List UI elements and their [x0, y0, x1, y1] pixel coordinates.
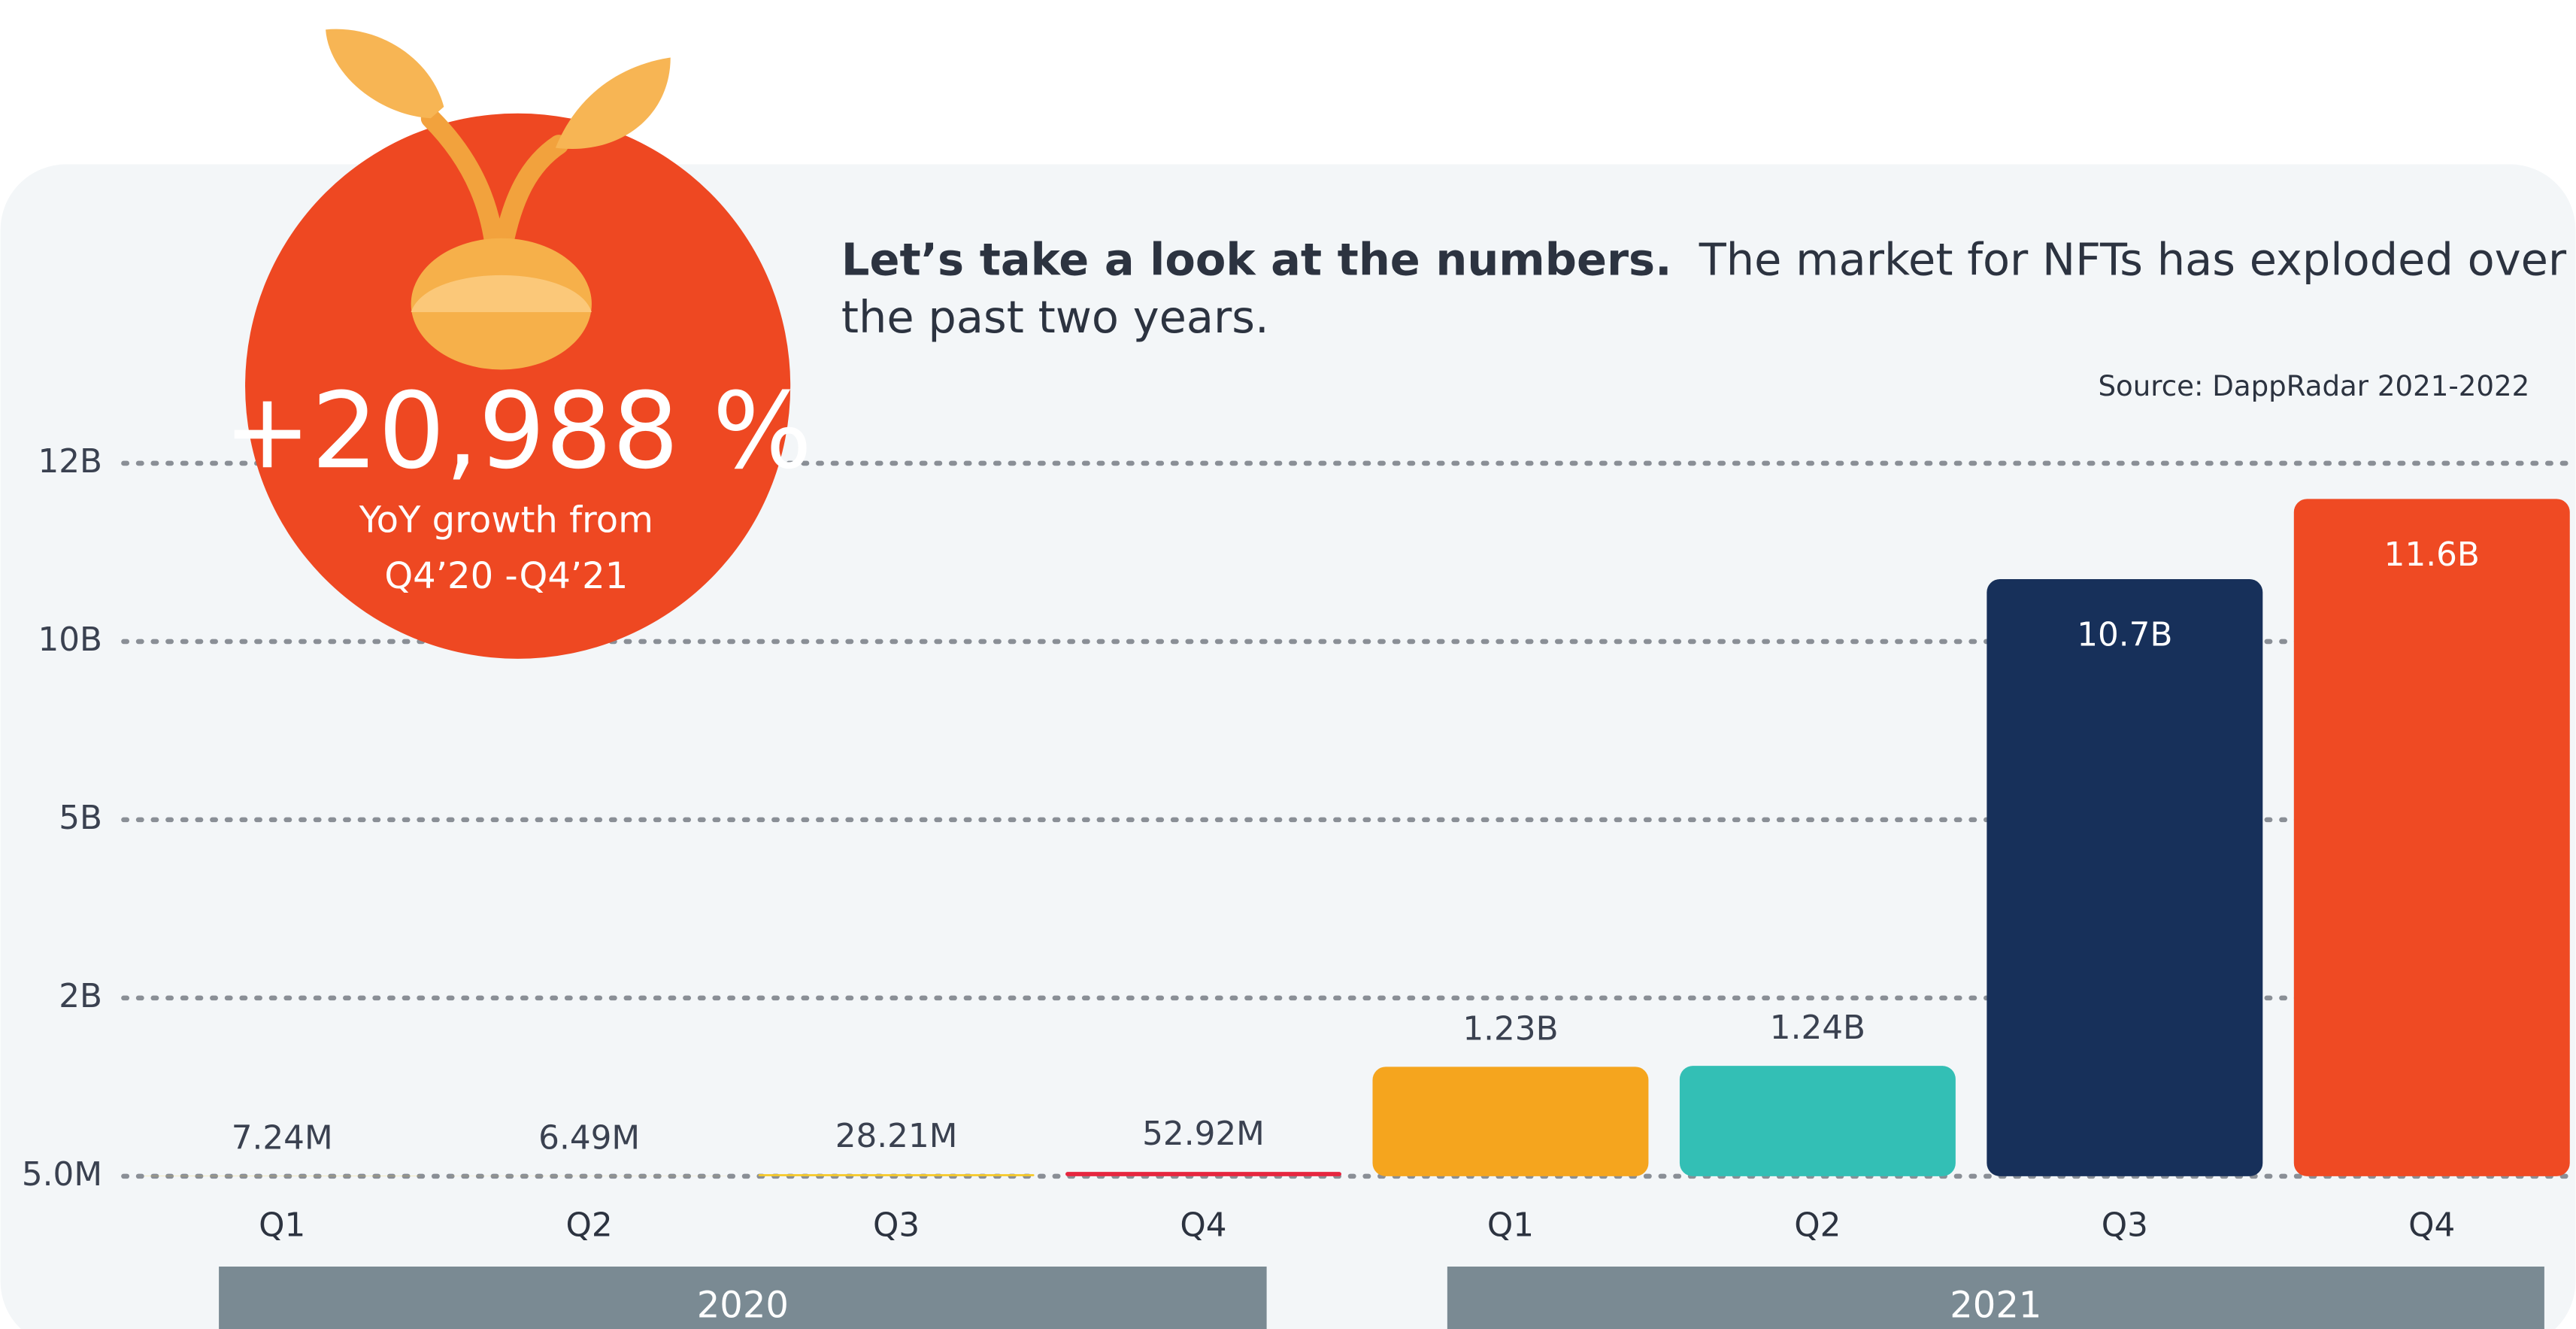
x-tick-label: Q2 — [1794, 1206, 1841, 1245]
value-label: 11.6B — [2384, 536, 2480, 574]
headline-text: the past two years. — [841, 291, 1269, 343]
group-label: 2021 — [1950, 1285, 2041, 1327]
callout-caption: YoY growth from — [359, 499, 653, 542]
bar — [1065, 1172, 1341, 1176]
headline-text: The market for NFTs has exploded over — [1699, 234, 2567, 286]
value-label: 6.49M — [538, 1119, 640, 1158]
y-tick-label: 5B — [59, 799, 102, 837]
callout: +20,988 % YoY growth from Q4’20 -Q4’21 — [223, 29, 812, 659]
bars: 7.24M Q1 6.49M Q2 28.21M Q3 52.92M Q4 1.23B Q1 1.2… — [144, 499, 2570, 1329]
y-tick-label: 2B — [59, 977, 102, 1015]
x-tick-label: Q3 — [2102, 1206, 2148, 1245]
headline: Let’s take a look at the numbers. The ma… — [841, 234, 2567, 286]
x-tick-label: Q4 — [1180, 1206, 1226, 1245]
callout-value: +20,988 % — [223, 369, 812, 492]
bar — [1679, 1066, 1956, 1176]
source: Source: DappRadar 2021-2022 — [2098, 370, 2529, 402]
x-tick-label: Q3 — [873, 1206, 920, 1245]
y-tick-label: 12B — [38, 442, 102, 481]
value-label: 28.21M — [835, 1117, 958, 1155]
bar — [1372, 1067, 1649, 1176]
x-tick-label: Q4 — [2408, 1206, 2455, 1245]
callout-circle — [245, 113, 791, 659]
value-label: 7.24M — [232, 1119, 333, 1158]
bar — [758, 1174, 1035, 1176]
value-label: 10.7B — [2077, 615, 2172, 654]
sprout-icon — [326, 29, 671, 370]
bar — [1987, 578, 2263, 1176]
headline-bold: Let’s take a look at the numbers. — [841, 234, 1672, 286]
y-tick-label: 5.0M — [22, 1155, 102, 1194]
group-band — [1447, 1267, 2544, 1329]
value-label: 52.92M — [1142, 1115, 1265, 1153]
x-tick-label: Q1 — [1487, 1206, 1534, 1245]
value-label: 1.24B — [1770, 1009, 1865, 1047]
bar — [2293, 499, 2570, 1176]
x-tick-label: Q2 — [566, 1206, 613, 1245]
group-label: 2020 — [697, 1285, 789, 1327]
x-tick-label: Q1 — [259, 1206, 305, 1245]
value-label: 1.23B — [1462, 1009, 1558, 1048]
group-band — [219, 1267, 1267, 1329]
y-tick-label: 10B — [38, 621, 102, 659]
callout-caption: Q4’20 -Q4’21 — [384, 555, 628, 597]
